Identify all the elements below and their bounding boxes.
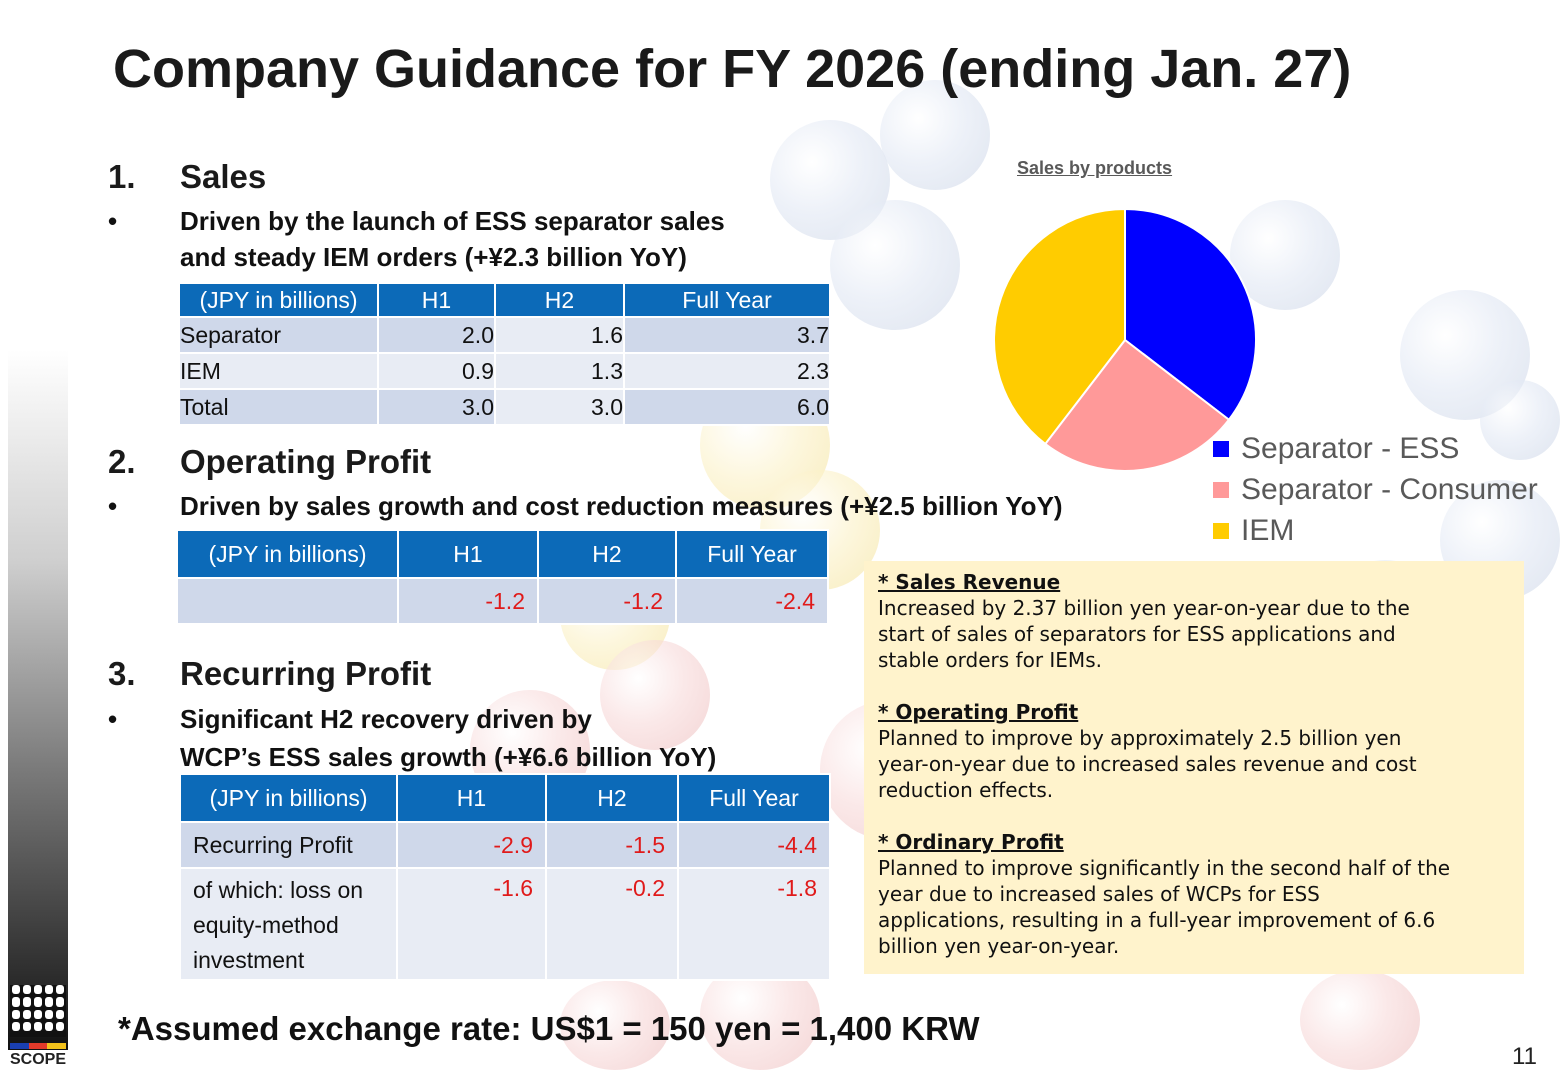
cell-h1: -1.6 (396, 867, 547, 981)
row-label: of which: loss on equity-method investme… (179, 867, 398, 981)
legend-label: IEM (1241, 513, 1295, 547)
table-header: (JPY in billions) (176, 529, 399, 579)
cell-full-year: 6.0 (623, 388, 831, 426)
table-header: H1 (396, 773, 547, 823)
note-line: start of sales of separators for ESS app… (878, 622, 1396, 646)
bullet-line: Significant H2 recovery driven by (180, 704, 592, 734)
row-label: Total (178, 388, 379, 426)
table-header: Full Year (675, 529, 829, 579)
table-row: Total 3.0 3.0 6.0 (178, 388, 831, 426)
section-title: Operating Profit (180, 443, 432, 480)
cell-h2: -1.5 (545, 821, 679, 869)
note-line: stable orders for IEMs. (878, 648, 1102, 672)
table-header: H2 (494, 282, 625, 318)
row-label (176, 577, 399, 625)
bullet-icon: • (108, 704, 118, 734)
section-title: Recurring Profit (180, 655, 432, 692)
legend-item: Separator - ESS (1213, 428, 1538, 469)
recurring-profit-table: (JPY in billions) H1 H2 Full Year Recurr… (179, 773, 831, 981)
cell-full-year: -2.4 (675, 577, 829, 625)
section-title: Sales (180, 158, 267, 195)
bullet-line: Driven by the launch of ESS separator sa… (180, 206, 725, 236)
legend-label: Separator - ESS (1241, 431, 1460, 465)
page-number: 11 (1512, 1043, 1537, 1070)
operating-profit-table: (JPY in billions) H1 H2 Full Year -1.2 -… (176, 529, 829, 625)
notes-box: * Sales Revenue Increased by 2.37 billio… (864, 561, 1524, 974)
table-header: (JPY in billions) (179, 773, 398, 823)
chart-legend: Separator - ESS Separator - Consumer IEM (1213, 428, 1538, 551)
table-header: Full Year (623, 282, 831, 318)
note-line: reduction effects. (878, 778, 1054, 802)
legend-swatch (1213, 440, 1229, 457)
sales-table: (JPY in billions) H1 H2 Full Year Separa… (178, 282, 831, 426)
row-label: Recurring Profit (179, 821, 398, 869)
chart-title: Sales by products (1017, 158, 1173, 178)
note-line: year-on-year due to increased sales reve… (878, 752, 1417, 776)
cell-h1: -2.9 (396, 821, 547, 869)
sales-pie-chart (993, 207, 1257, 472)
table-row: Separator 2.0 1.6 3.7 (178, 316, 831, 354)
note-line: billion yen year-on-year. (878, 934, 1120, 958)
bullet-icon: • (108, 491, 118, 521)
cell-h1: -1.2 (397, 577, 539, 625)
cell-full-year: 3.7 (623, 316, 831, 354)
table-header: H2 (545, 773, 679, 823)
pie-slice-iem (993, 207, 1126, 446)
note-line: year due to increased sales of WCPs for … (878, 882, 1320, 906)
cell-h1: 2.0 (377, 316, 496, 354)
cell-h2: -0.2 (545, 867, 679, 981)
cell-full-year: 2.3 (623, 352, 831, 390)
logo-text: SCOPE (9, 1051, 66, 1068)
note-heading: * Operating Profit (878, 700, 1079, 724)
row-label: IEM (178, 352, 379, 390)
cell-full-year: -4.4 (677, 821, 831, 869)
bullet-line: Driven by sales growth and cost reductio… (180, 491, 1063, 521)
note-line: Planned to improve significantly in the … (878, 856, 1451, 880)
exchange-rate-footnote: *Assumed exchange rate: US$1 = 150 yen =… (118, 1010, 980, 1047)
legend-swatch (1213, 522, 1229, 539)
section-number: 2. (108, 443, 136, 480)
table-header: (JPY in billions) (178, 282, 379, 318)
table-header: H1 (397, 529, 539, 579)
legend-item: Separator - Consumer (1213, 469, 1538, 510)
note-heading: * Ordinary Profit (878, 830, 1064, 854)
cell-h2: 1.6 (494, 316, 625, 354)
table-row: -1.2 -1.2 -2.4 (176, 577, 829, 625)
pie-slice-separator-ess (1124, 207, 1257, 422)
left-gradient-strip (8, 350, 68, 1050)
table-row: Recurring Profit -2.9 -1.5 -4.4 (179, 821, 831, 869)
table-header: Full Year (677, 773, 831, 823)
note-heading: * Sales Revenue (878, 570, 1061, 594)
note-line: Planned to improve by approximately 2.5 … (878, 726, 1402, 750)
cell-h2: 1.3 (494, 352, 625, 390)
legend-label: Separator - Consumer (1241, 472, 1538, 506)
pie-slice-separator-consumer (1043, 338, 1231, 472)
page-title: Company Guidance for FY 2026 (ending Jan… (113, 39, 1352, 99)
bullet-line: WCP’s ESS sales growth (+¥6.6 billion Yo… (180, 742, 717, 772)
table-header: H1 (377, 282, 496, 318)
legend-swatch (1213, 481, 1229, 498)
bullet-line: and steady IEM orders (+¥2.3 billion YoY… (180, 242, 687, 272)
table-row: IEM 0.9 1.3 2.3 (178, 352, 831, 390)
row-label: Separator (178, 316, 379, 354)
bullet-icon: • (108, 206, 118, 236)
section-number: 1. (108, 158, 136, 195)
cell-h1: 3.0 (377, 388, 496, 426)
note-line: applications, resulting in a full-year i… (878, 908, 1436, 932)
cell-h1: 0.9 (377, 352, 496, 390)
w-scope-logo-icon: SCOPE (6, 985, 70, 1075)
cell-h2: 3.0 (494, 388, 625, 426)
table-row: of which: loss on equity-method investme… (179, 867, 831, 981)
cell-h2: -1.2 (537, 577, 677, 625)
cell-full-year: -1.8 (677, 867, 831, 981)
table-header: H2 (537, 529, 677, 579)
section-number: 3. (108, 655, 136, 692)
note-line: Increased by 2.37 billion yen year-on-ye… (878, 596, 1410, 620)
legend-item: IEM (1213, 510, 1538, 551)
